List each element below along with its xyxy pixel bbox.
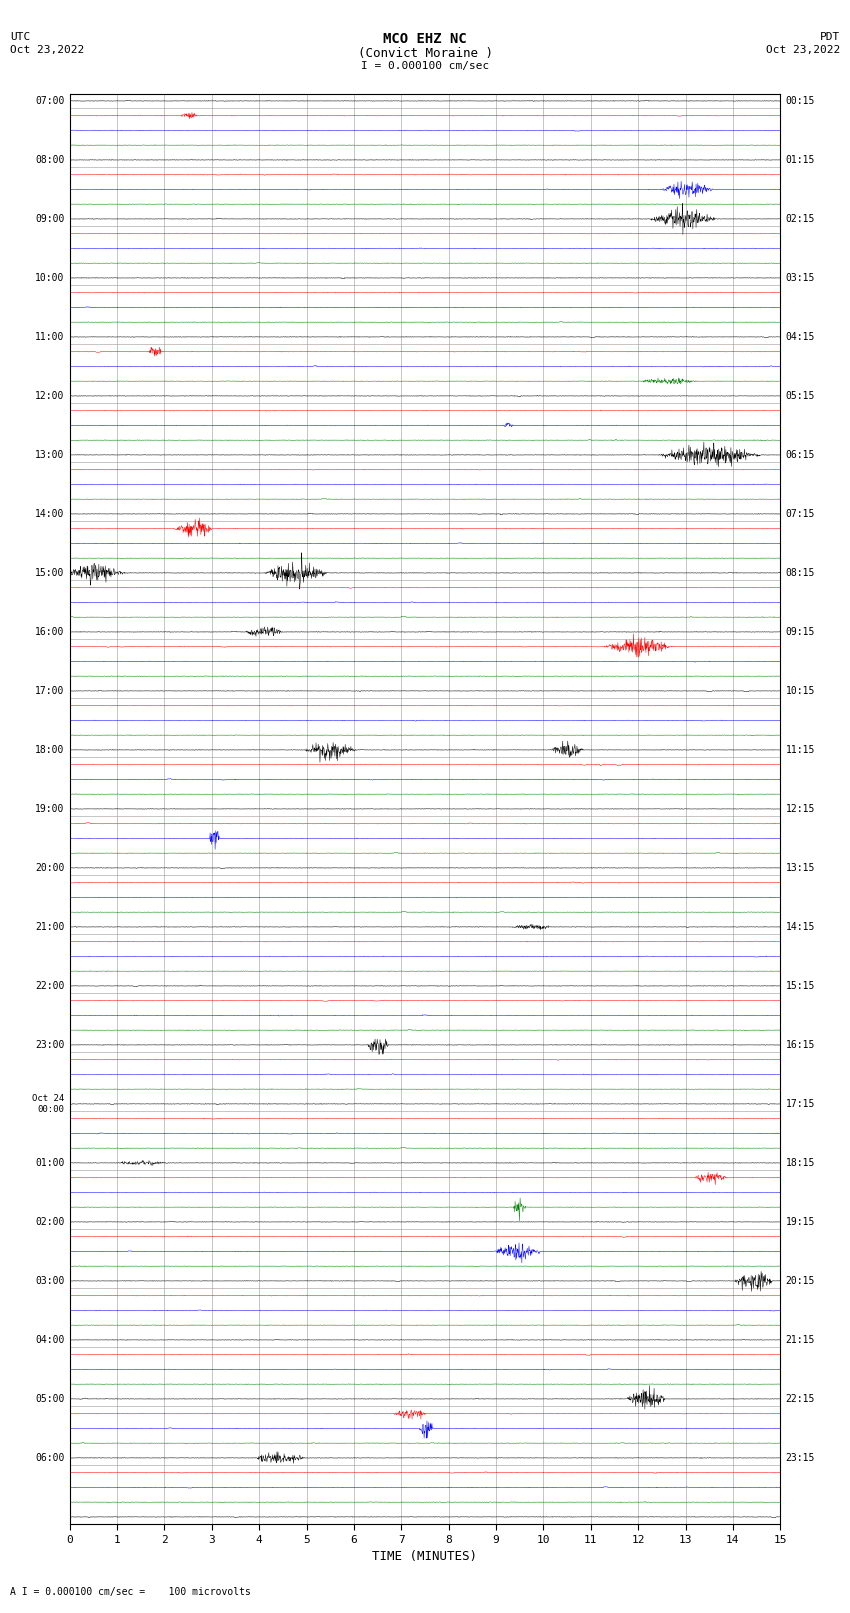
Text: 14:15: 14:15 xyxy=(785,923,815,932)
Text: 04:00: 04:00 xyxy=(35,1336,65,1345)
Text: 05:00: 05:00 xyxy=(35,1394,65,1403)
Text: 19:00: 19:00 xyxy=(35,803,65,815)
Text: PDT: PDT xyxy=(819,32,840,42)
Text: Oct 23,2022: Oct 23,2022 xyxy=(766,45,840,55)
Text: 22:00: 22:00 xyxy=(35,981,65,990)
Text: 23:15: 23:15 xyxy=(785,1453,815,1463)
Text: 01:00: 01:00 xyxy=(35,1158,65,1168)
Text: 08:15: 08:15 xyxy=(785,568,815,577)
Text: 18:00: 18:00 xyxy=(35,745,65,755)
Text: 15:15: 15:15 xyxy=(785,981,815,990)
Text: 14:00: 14:00 xyxy=(35,510,65,519)
Text: 02:15: 02:15 xyxy=(785,215,815,224)
Text: 05:15: 05:15 xyxy=(785,390,815,402)
Text: 22:15: 22:15 xyxy=(785,1394,815,1403)
Text: 10:00: 10:00 xyxy=(35,273,65,282)
Text: 12:00: 12:00 xyxy=(35,390,65,402)
Text: 16:15: 16:15 xyxy=(785,1040,815,1050)
Text: 01:15: 01:15 xyxy=(785,155,815,165)
Text: 00:15: 00:15 xyxy=(785,95,815,106)
Text: 13:15: 13:15 xyxy=(785,863,815,873)
Text: 09:00: 09:00 xyxy=(35,215,65,224)
Text: UTC: UTC xyxy=(10,32,31,42)
Text: 06:15: 06:15 xyxy=(785,450,815,460)
Text: I = 0.000100 cm/sec: I = 0.000100 cm/sec xyxy=(361,61,489,71)
Text: 20:00: 20:00 xyxy=(35,863,65,873)
Text: A I = 0.000100 cm/sec =    100 microvolts: A I = 0.000100 cm/sec = 100 microvolts xyxy=(10,1587,251,1597)
Text: 06:00: 06:00 xyxy=(35,1453,65,1463)
Text: 23:00: 23:00 xyxy=(35,1040,65,1050)
Text: 17:15: 17:15 xyxy=(785,1098,815,1108)
X-axis label: TIME (MINUTES): TIME (MINUTES) xyxy=(372,1550,478,1563)
Text: 21:00: 21:00 xyxy=(35,923,65,932)
Text: 08:00: 08:00 xyxy=(35,155,65,165)
Text: MCO EHZ NC: MCO EHZ NC xyxy=(383,32,467,47)
Text: 13:00: 13:00 xyxy=(35,450,65,460)
Text: 11:15: 11:15 xyxy=(785,745,815,755)
Text: 03:00: 03:00 xyxy=(35,1276,65,1286)
Text: 11:00: 11:00 xyxy=(35,332,65,342)
Text: 18:15: 18:15 xyxy=(785,1158,815,1168)
Text: 15:00: 15:00 xyxy=(35,568,65,577)
Text: 03:15: 03:15 xyxy=(785,273,815,282)
Text: 07:00: 07:00 xyxy=(35,95,65,106)
Text: Oct 24
00:00: Oct 24 00:00 xyxy=(32,1094,65,1113)
Text: 21:15: 21:15 xyxy=(785,1336,815,1345)
Text: 19:15: 19:15 xyxy=(785,1216,815,1227)
Text: 04:15: 04:15 xyxy=(785,332,815,342)
Text: 12:15: 12:15 xyxy=(785,803,815,815)
Text: 20:15: 20:15 xyxy=(785,1276,815,1286)
Text: Oct 23,2022: Oct 23,2022 xyxy=(10,45,84,55)
Text: 16:00: 16:00 xyxy=(35,627,65,637)
Text: 07:15: 07:15 xyxy=(785,510,815,519)
Text: 10:15: 10:15 xyxy=(785,686,815,695)
Text: (Convict Moraine ): (Convict Moraine ) xyxy=(358,47,492,60)
Text: 02:00: 02:00 xyxy=(35,1216,65,1227)
Text: 09:15: 09:15 xyxy=(785,627,815,637)
Text: 17:00: 17:00 xyxy=(35,686,65,695)
